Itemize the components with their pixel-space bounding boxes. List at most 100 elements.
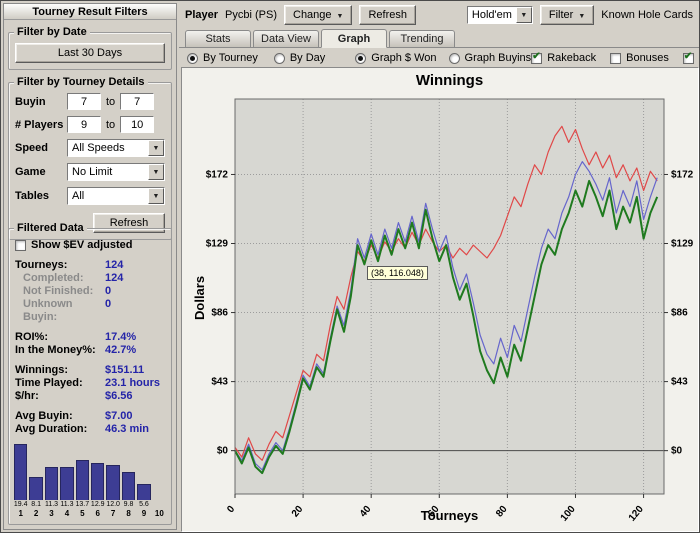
tab-trending[interactable]: Trending: [389, 30, 455, 47]
tab-stats[interactable]: Stats: [185, 30, 251, 47]
chart-tooltip: (38, 116.048): [367, 266, 428, 280]
last-30-days-button[interactable]: Last 30 Days: [15, 43, 165, 63]
speed-label: Speed: [15, 142, 49, 154]
radio-icon: [448, 52, 460, 64]
histogram-bar: [44, 467, 59, 500]
player-bar: Player Pycbi (PS) Change ▼ Refresh Hold'e…: [179, 1, 699, 28]
histogram-bar-value: 11.3: [60, 501, 74, 508]
histogram-slot: 11.3 4: [59, 442, 74, 519]
filter-button[interactable]: Filter ▼: [539, 4, 595, 25]
tables-value: All: [72, 190, 85, 202]
stat-row-completed: Completed: 124: [15, 272, 165, 285]
histogram-slot: 9.8 8: [121, 442, 136, 519]
chevron-down-icon[interactable]: ▼: [148, 164, 164, 180]
checkbox-icon: [610, 52, 622, 64]
histogram-bar: [91, 463, 105, 500]
stat-value: 17.4%: [105, 331, 137, 343]
histogram-bar: [75, 460, 90, 500]
radio-graph-buyins[interactable]: Graph Buyins: [448, 52, 531, 64]
tab-label: Trending: [400, 33, 444, 45]
speed-select[interactable]: All Speeds ▼: [67, 139, 165, 157]
filter-button-label: Filter: [548, 8, 574, 21]
radio-by-tourney[interactable]: By Tourney: [187, 52, 258, 64]
stat-value: 124: [105, 272, 124, 284]
histogram-bar: [137, 484, 151, 500]
radio-icon: [187, 52, 198, 64]
svg-text:$86: $86: [211, 308, 228, 319]
buyin-to-input[interactable]: [120, 93, 155, 110]
histogram-bar-value: 9.8: [123, 501, 134, 508]
stat-label: Unknown Buyin:: [23, 298, 73, 323]
radio-label: By Tourney: [203, 52, 258, 64]
stat-label: Tourneys:: [15, 259, 68, 271]
game-select[interactable]: No Limit ▼: [67, 163, 165, 181]
stat-row-roi: ROI%: 17.4%: [15, 331, 165, 344]
to-label: to: [106, 95, 116, 108]
checkbox-label: Show Luck Adjust: [699, 52, 700, 64]
player-name: Pycbi (PS): [225, 8, 277, 21]
chevron-down-icon[interactable]: ▼: [148, 140, 164, 156]
tab-label: Data View: [261, 33, 311, 45]
chevron-down-icon[interactable]: ▼: [148, 188, 164, 204]
histogram-slot: 19.4 1: [13, 442, 28, 519]
stat-row-tourneys: Tourneys: 124: [15, 259, 165, 272]
tables-select[interactable]: All ▼: [67, 187, 165, 205]
stat-row-time-played: Time Played: 23.1 hours: [15, 377, 165, 390]
histogram-bar: [106, 465, 120, 500]
stat-value: $7.00: [105, 410, 133, 422]
chart-title: Winnings: [415, 72, 484, 89]
histogram-bar-value: 8.1: [31, 501, 41, 508]
radio-graph-won[interactable]: Graph $ Won: [355, 52, 437, 64]
x-axis-title: Tourneys: [420, 508, 479, 523]
histogram-axis-label: 4: [64, 509, 70, 518]
players-label: # Players: [15, 118, 64, 131]
histogram-bar: [121, 472, 136, 500]
checkbox-bonuses[interactable]: Bonuses: [610, 52, 669, 64]
change-player-button[interactable]: Change ▼: [284, 4, 353, 25]
histogram-axis-label: 3: [49, 509, 54, 518]
stat-label: In the Money%:: [15, 344, 96, 356]
chevron-down-icon[interactable]: ▼: [515, 6, 532, 23]
players-filter-row: # Players to: [15, 116, 165, 133]
tabs-row: Stats Data View Graph Trending: [179, 29, 699, 48]
stat-label: Avg Buyin:: [15, 410, 73, 422]
players-from-input[interactable]: [67, 116, 101, 133]
histogram-bar-value: 12.0: [106, 501, 120, 508]
players-to-input[interactable]: [120, 116, 155, 133]
svg-text:$86: $86: [671, 308, 688, 319]
tables-label: Tables: [15, 190, 50, 202]
change-button-label: Change: [293, 8, 332, 21]
refresh-button-label: Refresh: [368, 8, 408, 21]
checkbox-show-luck-adjust[interactable]: Show Luck Adjust: [682, 51, 700, 64]
histogram-slot: 10: [152, 442, 167, 519]
tables-filter-row: Tables All ▼: [15, 187, 165, 205]
game-type-select[interactable]: Hold'em ▼: [466, 5, 533, 24]
radio-by-day[interactable]: By Day: [273, 52, 325, 64]
refresh-player-button[interactable]: Refresh: [359, 4, 417, 25]
stat-label: Avg Duration:: [15, 423, 88, 435]
filter-by-details-title: Filter by Tourney Details: [14, 76, 148, 88]
tab-graph[interactable]: Graph: [321, 29, 387, 48]
radio-icon: [355, 52, 367, 64]
histogram-bar-value: 5.6: [139, 501, 149, 508]
histogram-slot: 12.0 7: [105, 442, 120, 519]
ev-adjusted-checkbox-row[interactable]: Show $EV adjusted: [15, 239, 165, 251]
svg-text:$43: $43: [211, 377, 228, 388]
stat-row-avg-duration: Avg Duration: 46.3 min: [15, 423, 165, 436]
to-label: to: [106, 118, 116, 131]
stat-label: Time Played:: [15, 377, 83, 389]
stat-row-itm: In the Money%: 42.7%: [15, 344, 165, 357]
game-value: No Limit: [72, 166, 113, 178]
buyin-label: Buyin: [15, 95, 46, 108]
checkbox-icon[interactable]: [15, 239, 26, 251]
graph-options-row: By Tourney By Day Graph $ Won Graph Buyi…: [179, 50, 699, 66]
tab-data-view[interactable]: Data View: [253, 30, 319, 47]
radio-label: Graph $ Won: [371, 52, 437, 64]
buyin-from-input[interactable]: [67, 93, 101, 110]
filtered-data-group: Filtered Data Show $EV adjusted Tourneys…: [8, 222, 172, 525]
stat-label: Winnings:: [15, 364, 69, 376]
checkbox-rakeback[interactable]: Rakeback: [531, 51, 596, 64]
checkbox-icon: [531, 51, 543, 64]
player-label: Player: [185, 8, 219, 21]
